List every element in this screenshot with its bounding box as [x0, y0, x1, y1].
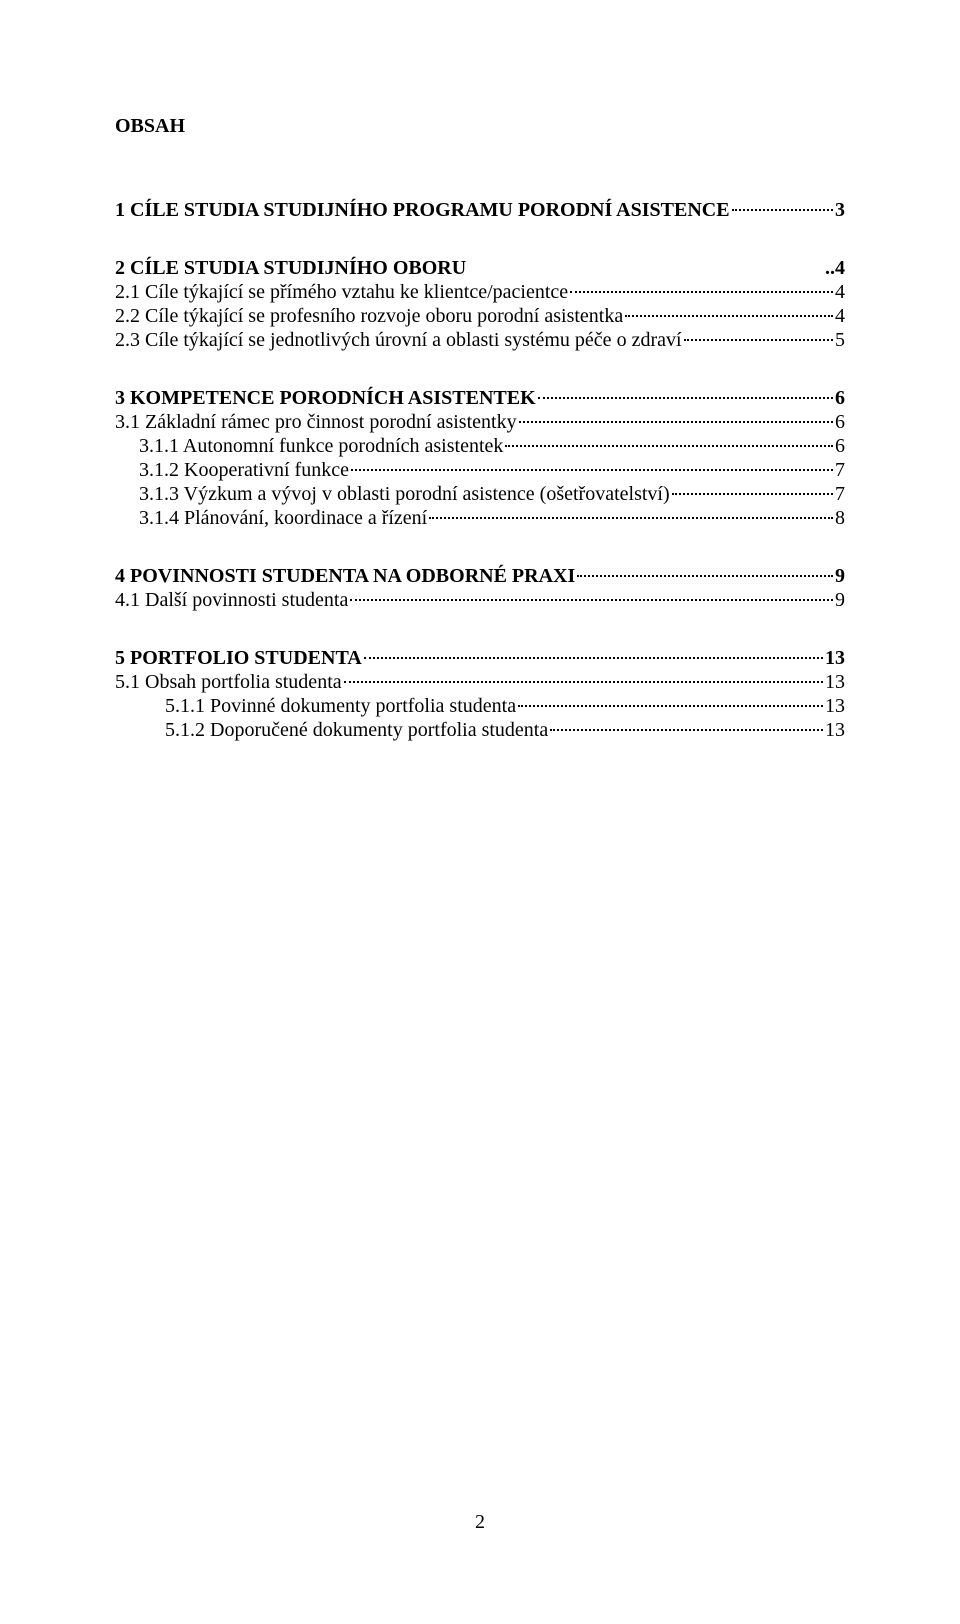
page-number: 2 — [0, 1511, 960, 1534]
toc-leader-dots — [518, 705, 823, 707]
toc-page: 6 — [835, 434, 845, 458]
toc-leader-dots — [732, 209, 833, 211]
toc-label: 3.1.3 Výzkum a vývoj v oblasti porodní a… — [139, 482, 670, 506]
toc-label: 5.1.1 Povinné dokumenty portfolia studen… — [165, 694, 516, 718]
toc-page: 9 — [835, 564, 845, 588]
toc-leader-dots — [519, 421, 833, 423]
toc-leader-dots — [672, 493, 833, 495]
toc-label: 5 PORTFOLIO STUDENTA — [115, 646, 362, 670]
toc-entry: 1 CÍLE STUDIA STUDIJNÍHO PROGRAMU PORODN… — [115, 198, 845, 222]
toc-entry: 5.1.1 Povinné dokumenty portfolia studen… — [165, 694, 845, 718]
toc-label: 2.3 Cíle týkající se jednotlivých úrovní… — [115, 328, 682, 352]
table-of-contents: 1 CÍLE STUDIA STUDIJNÍHO PROGRAMU PORODN… — [115, 198, 845, 742]
toc-label: 2 CÍLE STUDIA STUDIJNÍHO OBORU — [115, 256, 466, 280]
toc-leader-dots — [570, 291, 833, 293]
toc-leader-dots — [505, 445, 833, 447]
toc-entry: 3.1.4 Plánování, koordinace a řízení 8 — [139, 506, 845, 530]
toc-page: 6 — [835, 410, 845, 434]
toc-entry: 3.1.3 Výzkum a vývoj v oblasti porodní a… — [139, 482, 845, 506]
toc-page: 4 — [835, 280, 845, 304]
toc-leader-dots — [350, 599, 833, 601]
toc-entry: 4.1 Další povinnosti studenta 9 — [115, 588, 845, 612]
toc-entry: 2.3 Cíle týkající se jednotlivých úrovní… — [115, 328, 845, 352]
toc-page: 7 — [835, 458, 845, 482]
toc-page: 13 — [825, 646, 845, 670]
toc-label: 3.1.2 Kooperativní funkce — [139, 458, 349, 482]
toc-page: 13 — [825, 694, 845, 718]
toc-label: 3.1.4 Plánování, koordinace a řízení — [139, 506, 427, 530]
toc-page: 13 — [825, 670, 845, 694]
toc-entry: 5.1 Obsah portfolia studenta 13 — [115, 670, 845, 694]
toc-label: 5.1.2 Doporučené dokumenty portfolia stu… — [165, 718, 548, 742]
toc-page: 13 — [825, 718, 845, 742]
toc-leader-dots — [344, 681, 823, 683]
toc-leader-dots — [351, 469, 833, 471]
page-title: OBSAH — [115, 115, 845, 138]
toc-leader-dots — [684, 339, 833, 341]
toc-entry: 5.1.2 Doporučené dokumenty portfolia stu… — [165, 718, 845, 742]
toc-entry: 2.1 Cíle týkající se přímého vztahu ke k… — [115, 280, 845, 304]
toc-label: 2.2 Cíle týkající se profesního rozvoje … — [115, 304, 623, 328]
toc-entry: 3.1.1 Autonomní funkce porodních asisten… — [139, 434, 845, 458]
toc-leader-dots — [577, 575, 833, 577]
toc-label: 3.1 Základní rámec pro činnost porodní a… — [115, 410, 517, 434]
toc-entry: 3.1.2 Kooperativní funkce 7 — [139, 458, 845, 482]
toc-label: 3.1.1 Autonomní funkce porodních asisten… — [139, 434, 503, 458]
toc-page: 9 — [835, 588, 845, 612]
toc-label: 4.1 Další povinnosti studenta — [115, 588, 348, 612]
toc-label: 1 CÍLE STUDIA STUDIJNÍHO PROGRAMU PORODN… — [115, 198, 730, 222]
toc-entry: 4 POVINNOSTI STUDENTA NA ODBORNÉ PRAXI 9 — [115, 564, 845, 588]
toc-entry: 3 KOMPETENCE PORODNÍCH ASISTENTEK 6 — [115, 386, 845, 410]
toc-leader-dots — [538, 397, 833, 399]
toc-entry: 3.1 Základní rámec pro činnost porodní a… — [115, 410, 845, 434]
toc-page: 5 — [835, 328, 845, 352]
toc-leader-dots — [364, 657, 823, 659]
toc-page: 4 — [835, 304, 845, 328]
toc-label: 3 KOMPETENCE PORODNÍCH ASISTENTEK — [115, 386, 536, 410]
toc-leader-dots — [550, 729, 823, 731]
toc-label: 5.1 Obsah portfolia studenta — [115, 670, 342, 694]
toc-page: 7 — [835, 482, 845, 506]
toc-leader-short: .. — [825, 256, 835, 280]
toc-entry: 2 CÍLE STUDIA STUDIJNÍHO OBORU..4 — [115, 256, 845, 280]
toc-label: 2.1 Cíle týkající se přímého vztahu ke k… — [115, 280, 568, 304]
toc-leader-dots — [625, 315, 833, 317]
toc-page: 6 — [835, 386, 845, 410]
toc-page: 4 — [835, 256, 845, 280]
toc-leader-dots — [429, 517, 833, 519]
toc-label: 4 POVINNOSTI STUDENTA NA ODBORNÉ PRAXI — [115, 564, 575, 588]
toc-entry: 2.2 Cíle týkající se profesního rozvoje … — [115, 304, 845, 328]
toc-page: 3 — [835, 198, 845, 222]
toc-page: 8 — [835, 506, 845, 530]
toc-entry: 5 PORTFOLIO STUDENTA 13 — [115, 646, 845, 670]
